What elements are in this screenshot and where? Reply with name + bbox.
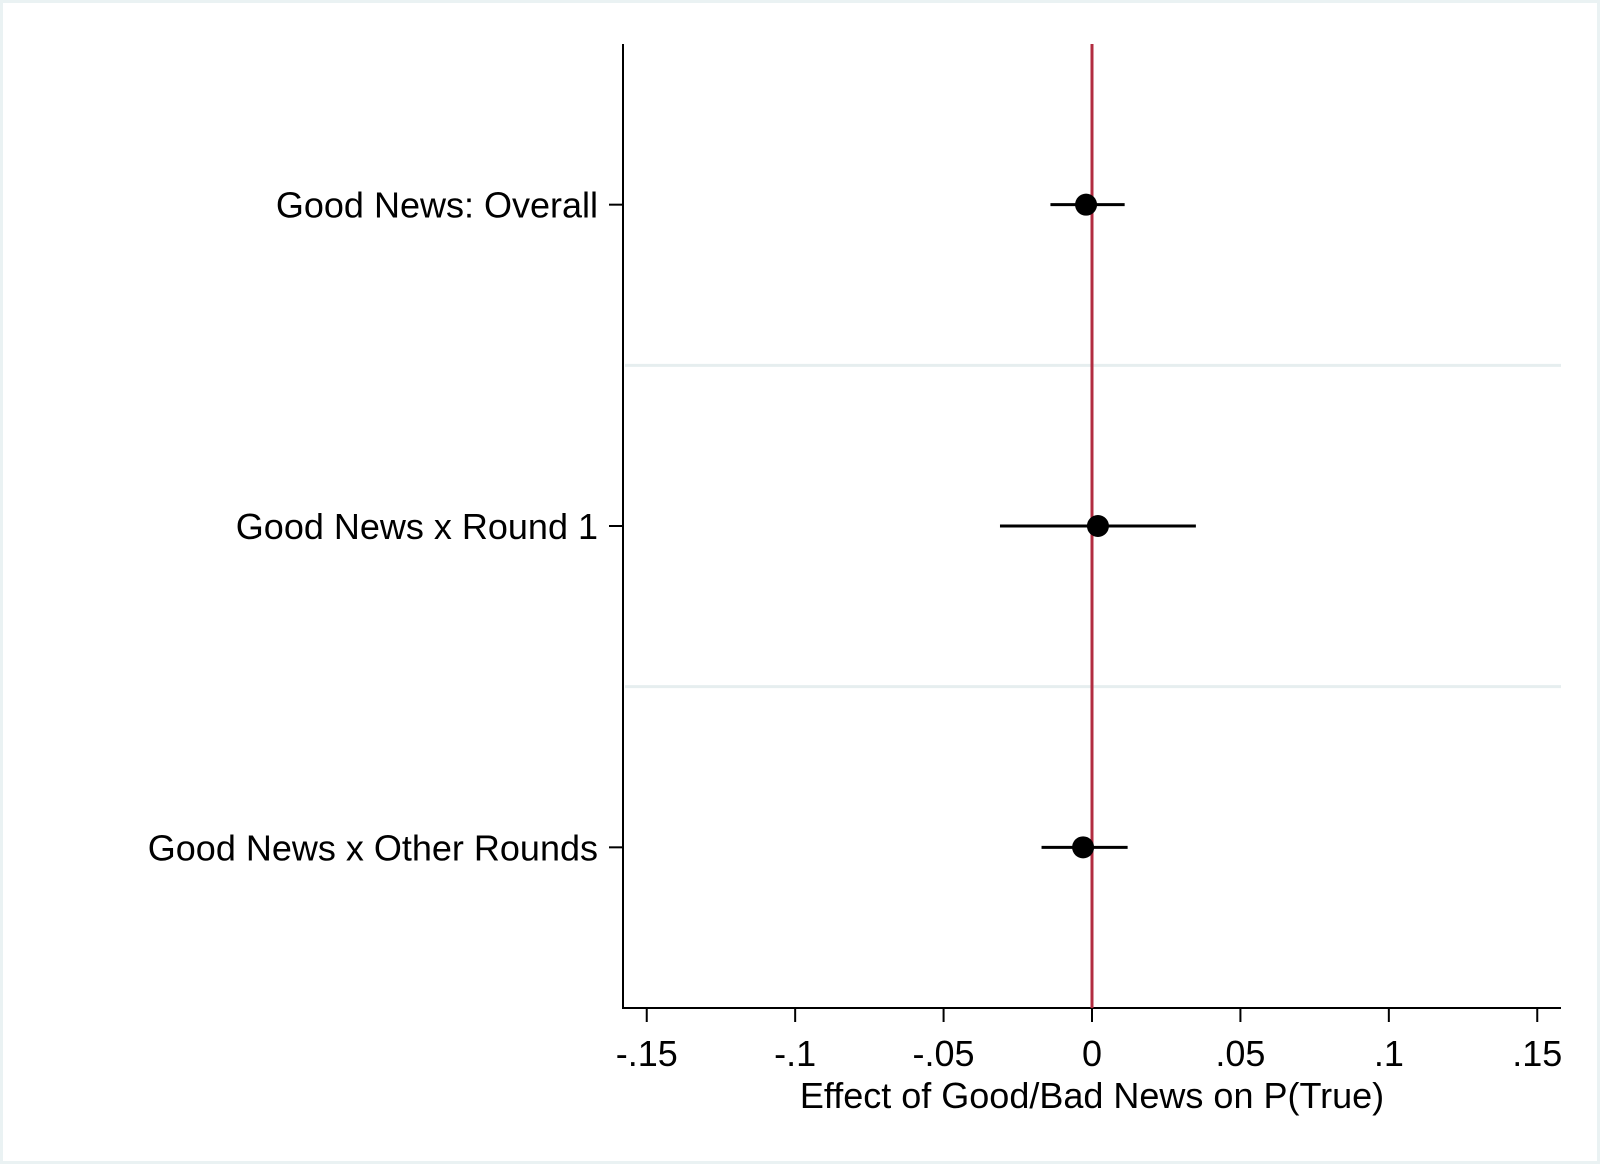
x-axis-title: Effect of Good/Bad News on P(True) — [800, 1075, 1384, 1116]
x-tick-label: -.05 — [913, 1033, 975, 1074]
x-tick-label: .1 — [1374, 1033, 1404, 1074]
x-tick-label: -.1 — [774, 1033, 816, 1074]
y-tick-label: Good News x Other Rounds — [148, 827, 598, 868]
x-tick-label: .15 — [1512, 1033, 1562, 1074]
estimates — [999, 193, 1196, 859]
y-tick-label: Good News x Round 1 — [236, 506, 598, 547]
point-estimate — [1086, 515, 1109, 537]
point-estimate — [1075, 193, 1098, 216]
point-estimate — [1072, 836, 1095, 859]
x-axis-ticks: -.15 -.1 -.05 0 .05 .1 .15 — [616, 1008, 1562, 1074]
y-axis-ticks: Good News: Overall Good News x Round 1 Goo… — [148, 185, 623, 868]
x-tick-label: -.15 — [616, 1033, 678, 1074]
coefficient-plot: -.15 -.1 -.05 0.05.1.15 Good News: OverallG… — [148, 44, 1562, 1116]
x-tick-label: .05 — [1215, 1033, 1265, 1074]
x-tick-label: 0 — [1082, 1033, 1102, 1074]
y-tick-label: Good News: Overall — [276, 185, 598, 226]
